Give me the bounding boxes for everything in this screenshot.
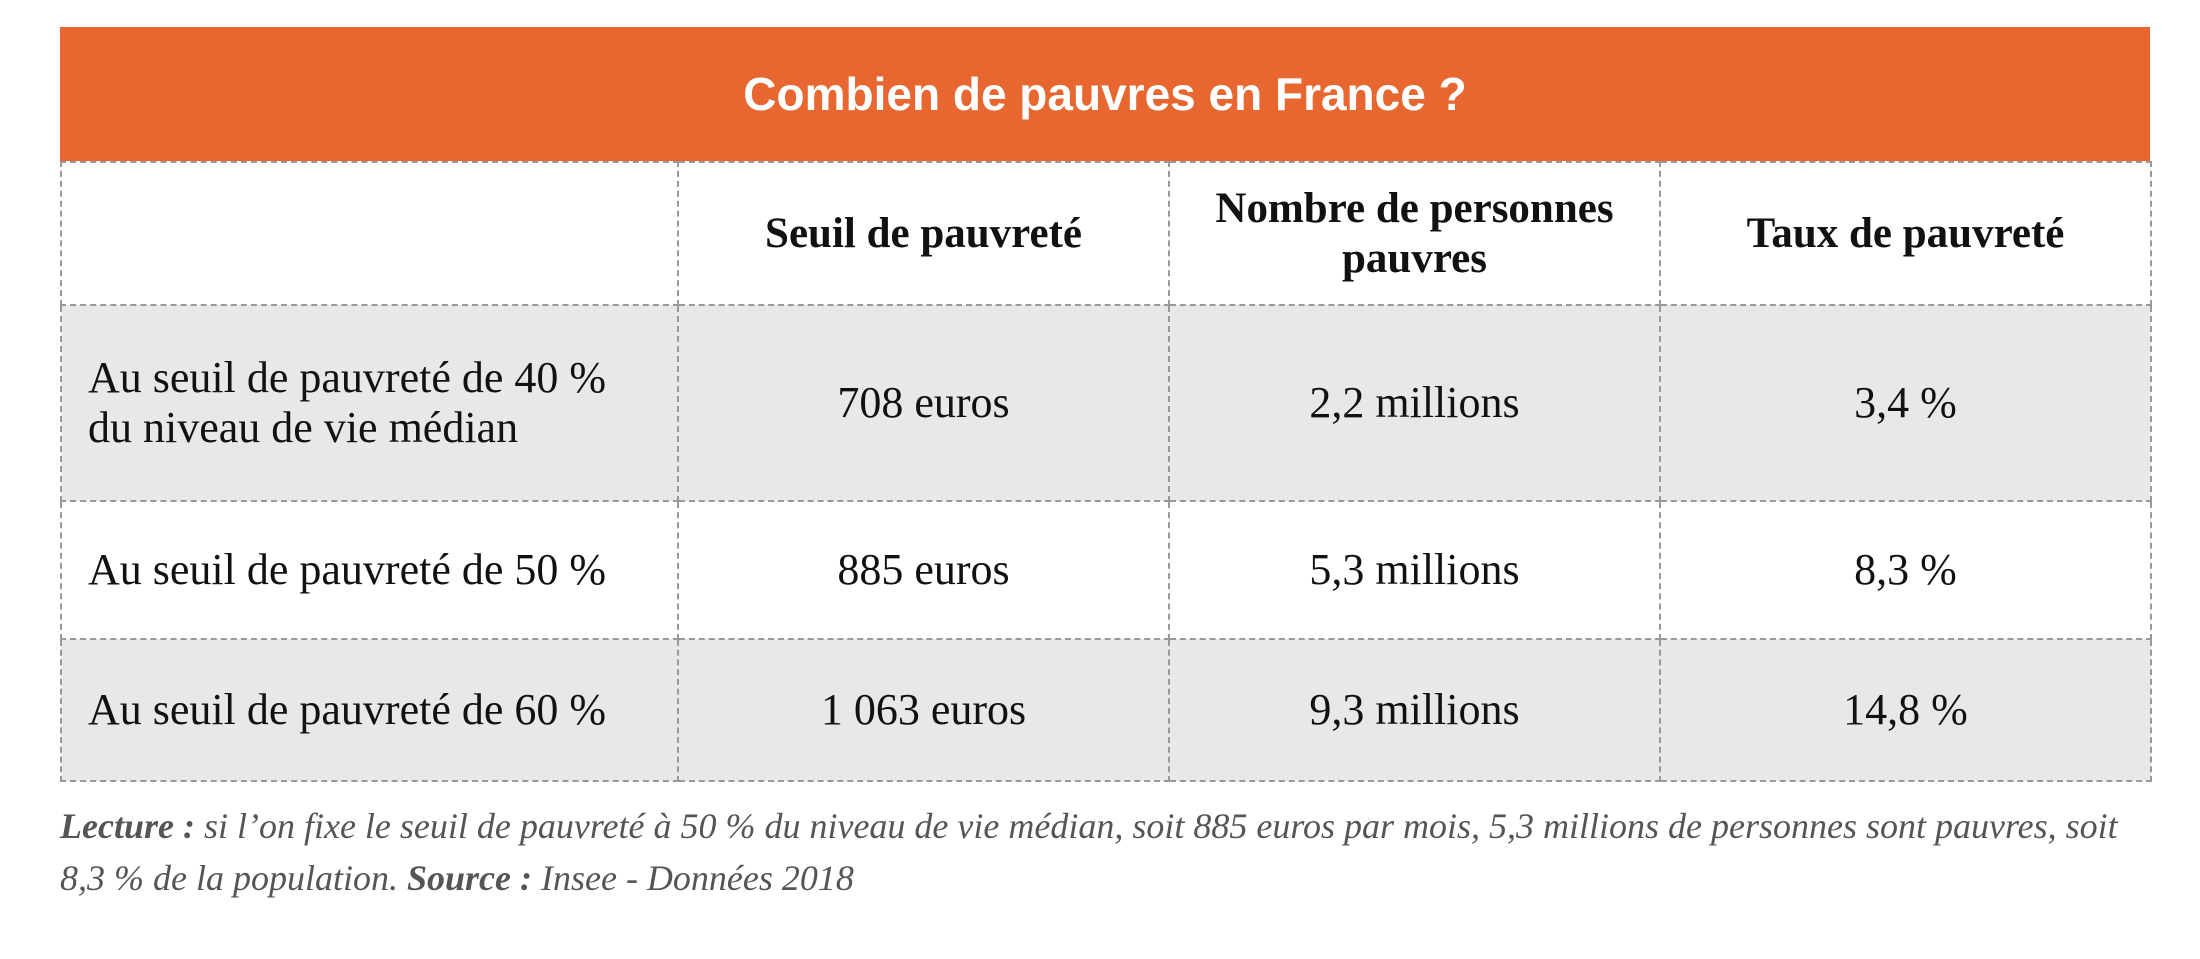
column-header-nombre: Nombre de personnes pauvres xyxy=(1168,161,1661,306)
row-label: Au seuil de pauvreté de 50 % xyxy=(60,500,679,640)
poverty-table-card: Combien de pauvres en France ? Seuil de … xyxy=(60,27,2152,782)
column-header-taux: Taux de pauvreté xyxy=(1659,161,2152,306)
cell-seuil: 1 063 euros xyxy=(677,638,1170,782)
row-label: Au seuil de pauvreté de 60 % xyxy=(60,638,679,782)
table-row: Au seuil de pauvreté de 50 % 885 euros 5… xyxy=(60,500,2152,640)
table-row: Au seuil de pauvreté de 40 % du niveau d… xyxy=(60,304,2152,502)
row-label: Au seuil de pauvreté de 40 % du niveau d… xyxy=(60,304,679,502)
lecture-text: si l’on fixe le seuil de pauvreté à 50 %… xyxy=(60,806,2118,898)
cell-nombre: 2,2 millions xyxy=(1168,304,1661,502)
cell-seuil: 708 euros xyxy=(677,304,1170,502)
poverty-table: Seuil de pauvreté Nombre de personnes pa… xyxy=(60,161,2152,782)
table-row: Au seuil de pauvreté de 60 % 1 063 euros… xyxy=(60,638,2152,782)
footnote: Lecture : si l’on fixe le seuil de pauvr… xyxy=(60,800,2160,904)
cell-taux: 3,4 % xyxy=(1659,304,2152,502)
table-title: Combien de pauvres en France ? xyxy=(60,27,2150,161)
cell-nombre: 5,3 millions xyxy=(1168,500,1661,640)
column-header-empty xyxy=(60,161,679,306)
cell-taux: 8,3 % xyxy=(1659,500,2152,640)
lecture-label: Lecture : xyxy=(60,806,195,846)
source-label: Source : xyxy=(406,858,532,898)
cell-seuil: 885 euros xyxy=(677,500,1170,640)
cell-nombre: 9,3 millions xyxy=(1168,638,1661,782)
column-header-seuil: Seuil de pauvreté xyxy=(677,161,1170,306)
cell-taux: 14,8 % xyxy=(1659,638,2152,782)
header-row: Seuil de pauvreté Nombre de personnes pa… xyxy=(60,161,2152,306)
source-text: Insee - Données 2018 xyxy=(531,858,854,898)
